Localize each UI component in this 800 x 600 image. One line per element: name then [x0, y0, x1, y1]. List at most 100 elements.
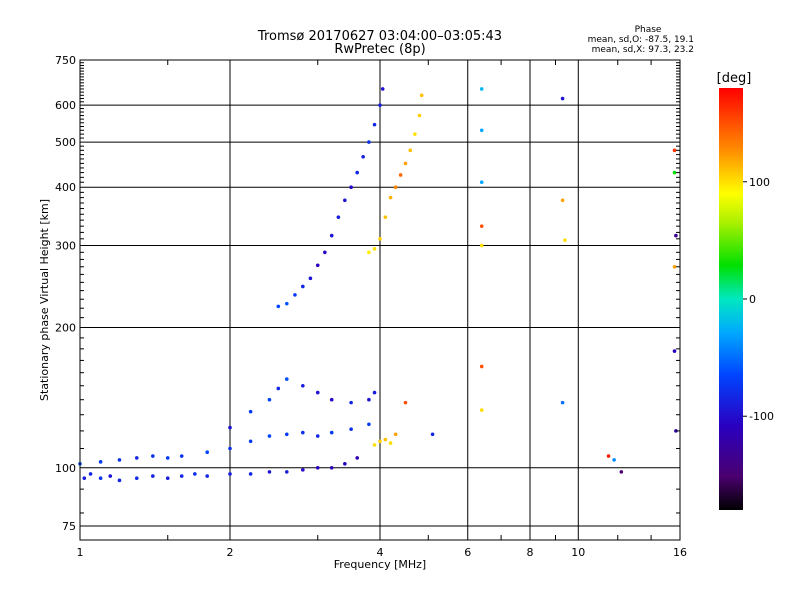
data-point — [378, 439, 382, 444]
data-point — [388, 195, 393, 200]
data-point — [301, 430, 305, 435]
data-point — [393, 185, 398, 190]
data-point — [378, 103, 382, 107]
data-point — [372, 122, 377, 127]
data-point — [228, 446, 232, 451]
data-point — [134, 476, 139, 480]
data-point — [343, 462, 347, 466]
y-tick-label: 100 — [55, 462, 76, 475]
phase-stats-title: Phase — [635, 25, 662, 35]
data-point — [315, 466, 320, 470]
data-point — [301, 383, 305, 388]
data-point — [284, 470, 289, 474]
data-point — [323, 250, 327, 255]
data-point — [417, 113, 422, 118]
data-point — [479, 87, 484, 91]
data-points — [78, 87, 678, 483]
data-point — [479, 408, 484, 412]
data-point — [560, 400, 565, 405]
axis-ticks: 1 2 4 6 8 10 16 75 100 200 300 400 500 600 750 — [55, 54, 687, 559]
data-point — [408, 148, 413, 153]
x-tick-label: 16 — [673, 546, 687, 559]
chart-title: Tromsø 20170627 03:04:00–03:05:43 — [257, 29, 502, 44]
y-tick-label: 200 — [55, 322, 76, 335]
data-point — [388, 441, 393, 445]
data-point — [367, 250, 371, 255]
data-point — [612, 458, 616, 462]
data-point — [179, 474, 184, 478]
data-point — [276, 386, 281, 391]
data-point — [372, 390, 377, 395]
data-point — [336, 215, 341, 219]
x-tick-label: 1 — [77, 546, 84, 559]
data-point — [248, 439, 253, 444]
chart-subtitle: RwPretec (8p) — [334, 42, 425, 57]
data-point — [383, 437, 388, 442]
data-point — [179, 454, 184, 458]
data-point — [343, 198, 347, 203]
data-point — [372, 247, 377, 251]
data-point — [315, 263, 320, 268]
data-point — [88, 472, 93, 476]
data-point — [98, 460, 103, 464]
data-point — [82, 476, 87, 480]
data-point — [228, 472, 232, 476]
data-point — [228, 425, 232, 430]
phase-stats-x: mean, sd,X: 97.3, 23.2 — [592, 45, 694, 55]
data-point — [361, 154, 365, 159]
data-point — [367, 397, 371, 402]
data-point — [479, 364, 484, 369]
data-point — [98, 476, 103, 480]
y-tick-label: 300 — [55, 239, 76, 252]
data-point — [267, 434, 272, 438]
data-point — [308, 276, 313, 281]
colorbar-tick-label: 0 — [749, 293, 756, 306]
data-point — [193, 472, 197, 476]
phase-stats-o: mean, sd,O: -87.5, 19.1 — [588, 35, 694, 45]
x-tick-label: 4 — [377, 546, 384, 559]
data-point — [329, 233, 334, 238]
data-point — [329, 397, 334, 402]
colorbar-tick-label: 100 — [749, 176, 770, 189]
data-point — [329, 466, 334, 470]
colorbar-tick-label: -100 — [749, 410, 774, 423]
y-tick-label: 400 — [55, 181, 76, 194]
data-point — [560, 198, 565, 203]
y-tick-label: 500 — [55, 136, 76, 149]
data-point — [403, 161, 408, 166]
colorbar-ticks: 100 0 -100 — [743, 176, 774, 423]
data-point — [108, 474, 113, 478]
data-point — [413, 132, 417, 136]
data-point — [301, 284, 305, 289]
grid-lines — [79, 59, 681, 540]
data-point — [284, 377, 289, 381]
data-point — [479, 224, 484, 228]
data-point — [276, 304, 281, 309]
data-point — [284, 301, 289, 306]
data-point — [117, 478, 122, 483]
data-point — [367, 422, 371, 427]
data-point — [165, 456, 170, 460]
data-point — [301, 468, 305, 472]
x-tick-label: 10 — [571, 546, 585, 559]
data-point — [672, 170, 677, 175]
data-point — [349, 427, 353, 432]
data-point — [672, 264, 677, 269]
data-point — [267, 470, 272, 474]
x-tick-label: 2 — [227, 546, 234, 559]
data-point — [165, 476, 170, 480]
data-point — [560, 96, 565, 101]
data-point — [151, 474, 155, 478]
data-point — [349, 400, 353, 405]
data-point — [349, 185, 353, 190]
x-tick-label: 6 — [464, 546, 471, 559]
data-point — [479, 128, 484, 133]
data-point — [284, 432, 289, 437]
data-point — [205, 450, 209, 455]
data-point — [430, 432, 435, 437]
y-tick-label: 600 — [55, 99, 76, 112]
data-point — [315, 390, 320, 395]
data-point — [329, 430, 334, 435]
colorbar — [719, 88, 743, 510]
